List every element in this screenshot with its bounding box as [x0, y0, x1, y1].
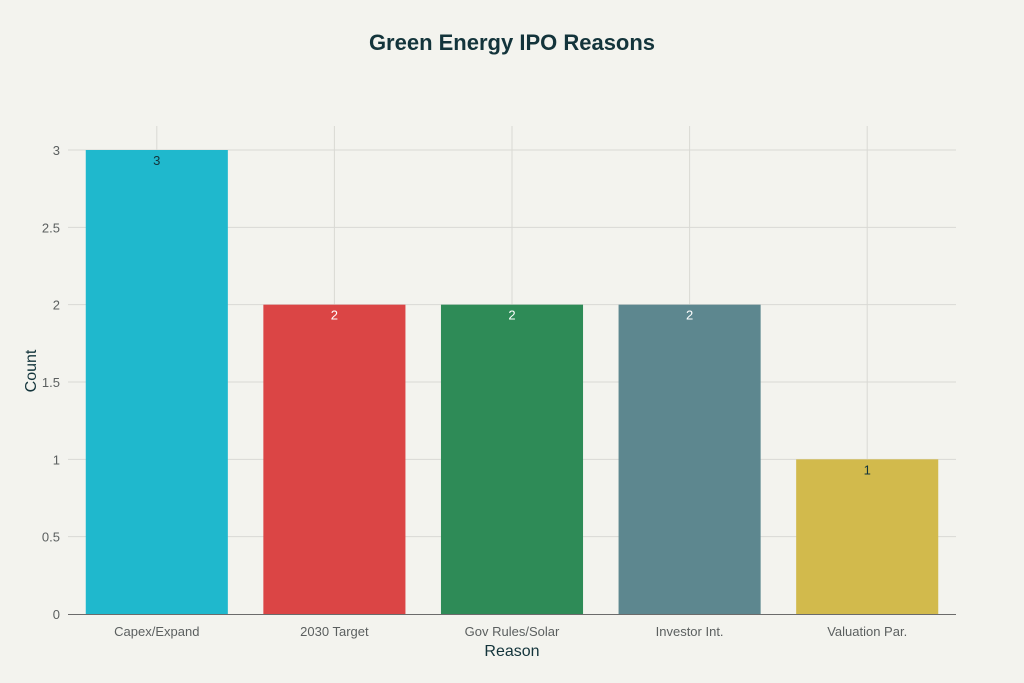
- bar-data-label: 2: [686, 308, 693, 323]
- bar: [618, 304, 761, 614]
- bar: [796, 459, 939, 614]
- bar-data-label: 2: [331, 308, 338, 323]
- chart-title: Green Energy IPO Reasons: [369, 30, 655, 55]
- y-axis-title: Count: [23, 349, 40, 392]
- x-tick-label: Investor Int.: [656, 624, 724, 639]
- bar: [263, 304, 406, 614]
- x-tick-label: 2030 Target: [300, 624, 369, 639]
- y-tick-label: 0: [53, 607, 60, 622]
- data-labels: 3 2 2 2 1: [153, 153, 871, 477]
- x-axis-title: Reason: [484, 643, 539, 660]
- y-tick-label: 1.5: [42, 375, 60, 390]
- y-tick-label: 1: [53, 452, 60, 467]
- y-axis-ticks: 0 0.5 1 1.5 2 2.5 3: [42, 143, 60, 622]
- x-tick-label: Gov Rules/Solar: [465, 624, 560, 639]
- bar: [440, 304, 584, 614]
- bar: [85, 150, 228, 614]
- bar-data-label: 1: [864, 462, 871, 477]
- y-tick-label: 2.5: [42, 220, 60, 235]
- x-axis-ticks: Capex/Expand 2030 Target Gov Rules/Solar In…: [114, 624, 907, 639]
- bars: [85, 150, 939, 614]
- y-tick-label: 2: [53, 298, 60, 313]
- x-tick-label: Capex/Expand: [114, 624, 199, 639]
- y-tick-label: 3: [53, 143, 60, 158]
- bar-data-label: 2: [508, 308, 515, 323]
- x-tick-label: Valuation Par.: [827, 624, 907, 639]
- y-tick-label: 0.5: [42, 530, 60, 545]
- bar-data-label: 3: [153, 153, 160, 168]
